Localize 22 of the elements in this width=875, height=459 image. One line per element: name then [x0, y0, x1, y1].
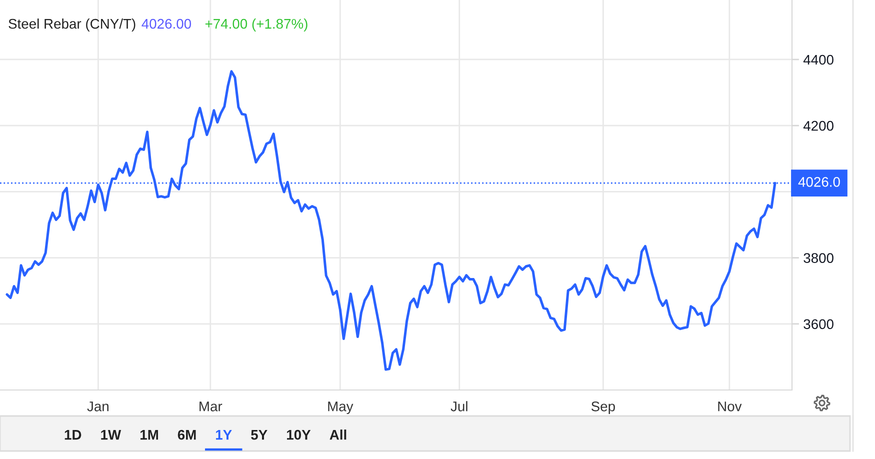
text: Steel Rebar (CNY/T) [8, 18, 136, 32]
x-tick-label: Mar [200, 402, 222, 412]
x-tick-label: Sep [591, 401, 615, 414]
y-tick-label: 4200 [803, 120, 834, 131]
x-tick-label: May [328, 402, 354, 414]
y-tick-label: 3600 [804, 319, 834, 330]
annotation: +74.00 (+1.87%) [205, 18, 308, 32]
x-tick-label: Jul [450, 401, 468, 412]
text: 1W [101, 430, 122, 440]
x-tick-label: Jan [87, 402, 108, 412]
text: All [330, 430, 346, 440]
x-tick-label: Nov [718, 402, 742, 412]
text: 5Y [251, 430, 268, 440]
text: 1D [64, 430, 82, 440]
ref-line-label: 4026.0 [798, 176, 840, 187]
y-tick-label: 4400 [803, 54, 834, 65]
text: 1M [140, 430, 158, 440]
text: 10Y [287, 430, 311, 440]
annotation: 4026.00 [142, 18, 192, 29]
text: 1Y [216, 430, 232, 440]
text: 6M [178, 430, 196, 440]
y-tick-label: 3800 [804, 253, 834, 263]
